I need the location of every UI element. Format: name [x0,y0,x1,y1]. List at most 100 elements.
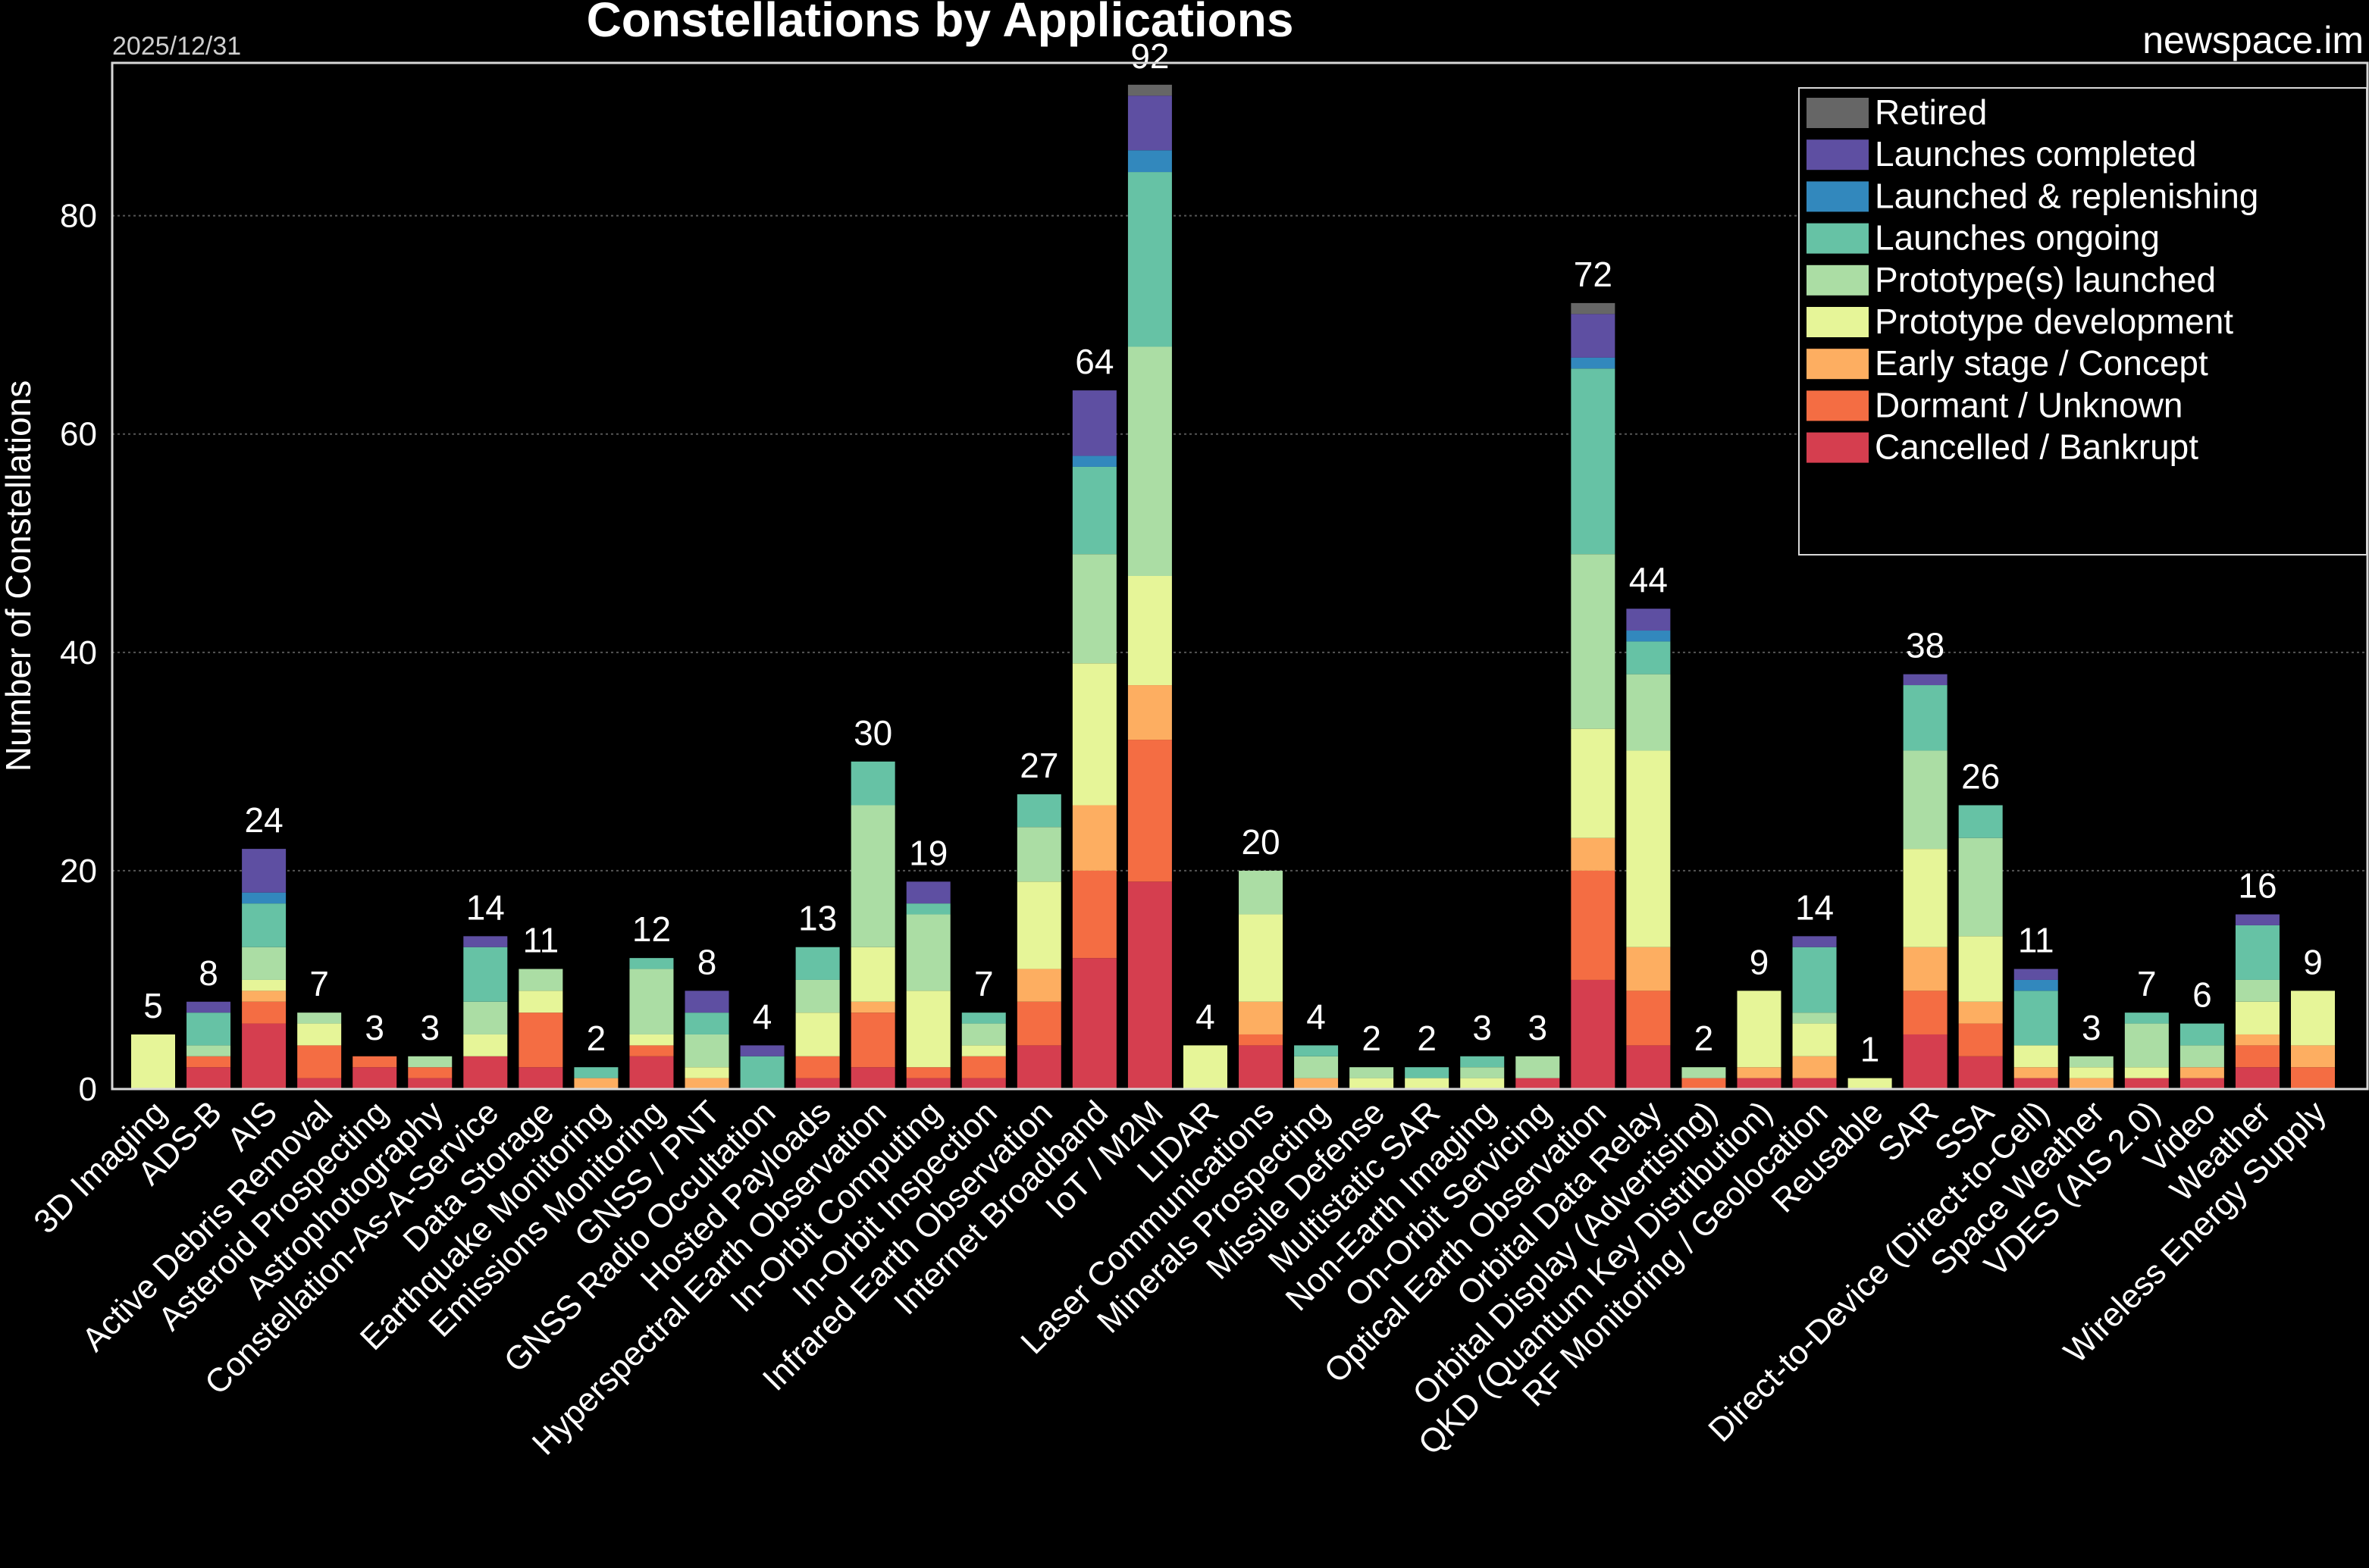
bar-segment [2069,1078,2114,1089]
bar-segment [519,969,563,991]
bar-segment [629,969,674,1034]
bar-stack [186,1001,231,1089]
bar-segment [1626,1045,1671,1089]
total-label: 2 [1417,1019,1437,1058]
bar-stack [906,881,951,1089]
legend-item: Dormant / Unknown [1807,385,2183,424]
bar-segment [1127,346,1172,576]
bar-segment [740,1056,785,1089]
bar-stack [629,958,674,1089]
bar-stack [1737,991,1781,1089]
bar-segment [1072,805,1117,871]
bar-segment [906,903,951,915]
total-label: 5 [143,986,163,1025]
bar-segment [629,958,674,969]
bar-segment [519,1012,563,1068]
total-label: 20 [1241,822,1280,862]
brand-watermark: newspace.im [2142,19,2364,61]
legend-item: Early stage / Concept [1807,343,2208,383]
bar-segment [906,1078,951,1089]
bar-segment [1737,1067,1781,1078]
bar-segment [1571,837,1615,871]
bar-segment [1958,1056,2003,1089]
total-label: 30 [854,713,892,753]
bar-segment [131,1034,175,1089]
bar-segment [1183,1045,1227,1089]
total-label: 3 [1528,1008,1547,1047]
bar-segment [1903,685,1948,751]
legend-item: Cancelled / Bankrupt [1807,427,2198,467]
bar-stack [1571,302,1615,1089]
bar-segment [2235,1045,2280,1068]
bar-segment [186,1067,231,1089]
bar-segment [851,947,895,1002]
bar-segment [2069,1067,2114,1078]
bar-segment [1737,1078,1781,1089]
bar-segment [2013,1078,2058,1089]
bar-stack [519,969,563,1089]
total-label: 4 [1195,997,1215,1036]
total-label: 27 [1020,746,1058,785]
bar-segment [851,1012,895,1068]
bar-segment [851,1067,895,1089]
total-label: 12 [632,909,671,949]
y-axis-label: Number of Constellations [0,380,38,771]
legend-swatch [1807,264,1869,296]
bar-segment [1903,674,1948,686]
bar-stack [1847,1078,1892,1089]
bar-segment [297,1012,342,1024]
total-label: 4 [753,997,772,1036]
bar-segment [2235,1034,2280,1046]
total-label: 13 [798,899,837,938]
bar-segment [408,1067,453,1078]
bar-segment [1737,991,1781,1068]
total-label: 14 [1795,887,1834,927]
bar-segment [1072,390,1117,456]
x-tick-label: SAR [1871,1094,1946,1169]
bar-stack [297,1012,342,1089]
bar-segment [1792,1056,1837,1078]
bar-segment [1460,1078,1505,1089]
bar-segment [519,1067,563,1089]
bar-segment [2179,1078,2224,1089]
bar-stack [1903,674,1948,1089]
bar-stack [1626,609,1671,1089]
bar-segment [1681,1078,1726,1089]
bar-segment [629,1045,674,1056]
bar-segment [242,979,287,991]
bar-segment [1903,991,1948,1034]
total-label: 7 [974,964,994,1003]
bar-segment [2124,1078,2169,1089]
bar-segment [906,881,951,904]
bar-segment [906,1067,951,1078]
legend-swatch [1807,98,1869,128]
bar-segment [1239,1045,1283,1089]
bar-segment [629,1056,674,1089]
legend-label: Early stage / Concept [1875,343,2208,383]
bar-segment [906,914,951,991]
legend-item: Launches ongoing [1807,218,2160,258]
bar-stack [1349,1067,1394,1089]
bar-segment [2235,914,2280,925]
bar-segment [740,1045,785,1056]
bar-stack [2179,1023,2224,1089]
legend-item: Retired [1807,92,1987,132]
total-label: 24 [245,800,284,840]
bar-segment [574,1078,619,1089]
bar-segment [1294,1056,1339,1078]
legend-swatch [1807,390,1869,421]
bar-stack [1017,794,1061,1089]
bar-segment [685,1067,729,1078]
bar-segment [1239,870,1283,915]
bar-stack [1294,1045,1339,1089]
total-label: 44 [1629,560,1668,599]
bar-stack [242,849,287,1089]
bar-segment [961,1078,1006,1089]
y-axis-ticks: 0 20 40 60 80 [60,198,97,1108]
bar-segment [1626,750,1671,947]
bar-segment [1017,794,1061,828]
bar-segment [1958,1023,2003,1056]
bar-segment [1072,554,1117,664]
plot-frame [111,61,2369,1091]
